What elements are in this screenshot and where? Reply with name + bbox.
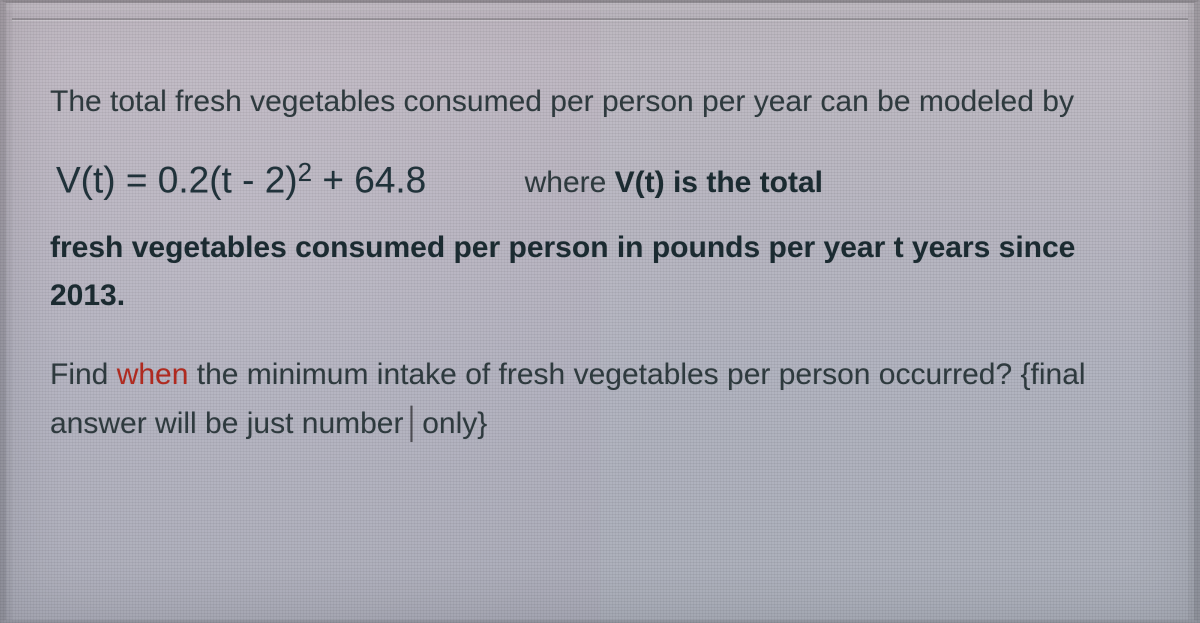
find-tail: only} bbox=[422, 407, 487, 440]
equation: V(t) = 0.2(t - 2)2 + 64.8 bbox=[56, 149, 426, 210]
where-strong-inline: V(t) is the total bbox=[615, 166, 823, 199]
where-continuation: fresh vegetables consumed per person in … bbox=[50, 224, 1155, 321]
eq-lhs: V(t) bbox=[56, 159, 116, 200]
eq-inner: (t - 2) bbox=[209, 159, 297, 200]
text-cursor-icon: │ bbox=[403, 400, 422, 449]
intro-text: The total fresh vegetables consumed per … bbox=[50, 78, 1155, 127]
find-prefix: Find bbox=[50, 358, 117, 391]
eq-coeff: 0.2 bbox=[158, 159, 209, 200]
equation-line: V(t) = 0.2(t - 2)2 + 64.8 where V(t) is … bbox=[50, 149, 1155, 210]
eq-exponent: 2 bbox=[298, 157, 312, 187]
where-strong-line2: fresh vegetables consumed per person in … bbox=[50, 231, 1075, 313]
where-clause-start: where V(t) is the total bbox=[525, 159, 823, 208]
top-divider bbox=[12, 18, 1188, 20]
question-body: The total fresh vegetables consumed per … bbox=[50, 78, 1155, 448]
eq-op: = bbox=[116, 159, 158, 200]
eq-rest: + 64.8 bbox=[312, 159, 426, 200]
find-rest: the minimum intake of fresh vegetables p… bbox=[50, 358, 1086, 440]
find-line: Find when the minimum intake of fresh ve… bbox=[50, 351, 1155, 448]
where-prefix: where bbox=[525, 166, 615, 199]
find-accent: when bbox=[117, 358, 189, 391]
